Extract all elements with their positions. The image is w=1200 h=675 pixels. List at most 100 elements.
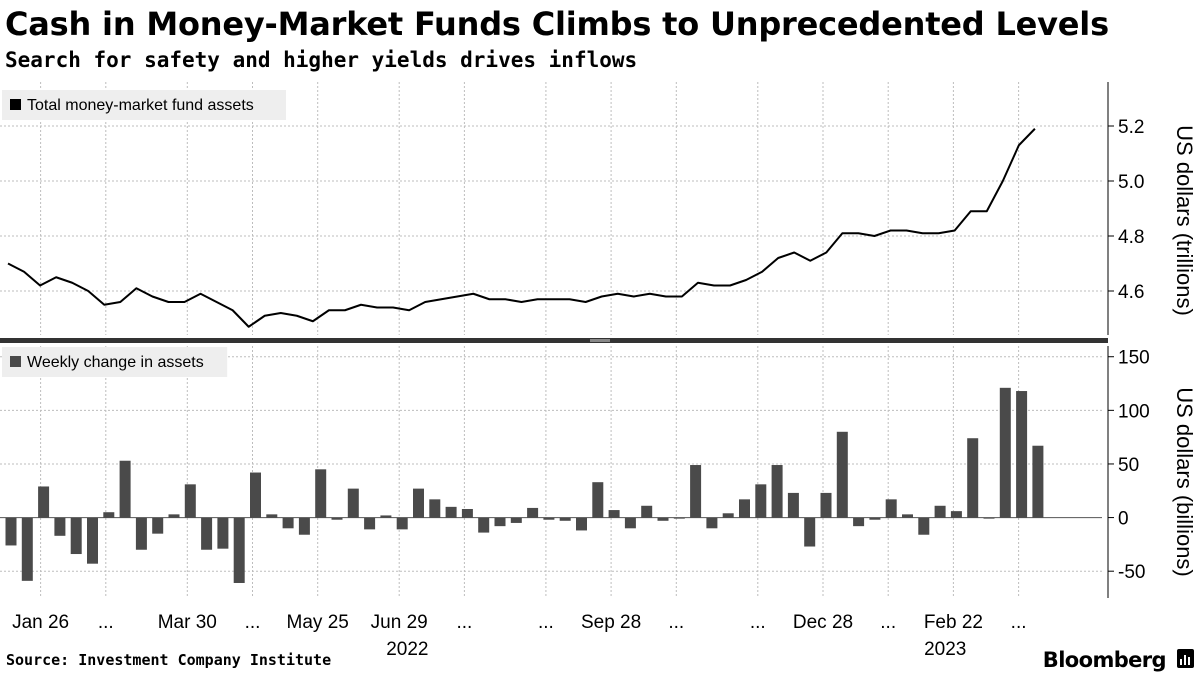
bar	[461, 508, 473, 518]
bar	[706, 517, 718, 529]
bar	[527, 507, 539, 518]
bar	[673, 517, 685, 519]
bar	[445, 506, 457, 518]
bar	[1032, 445, 1044, 518]
x-year-label: 2023	[924, 639, 966, 660]
bar	[771, 465, 783, 518]
bar	[510, 517, 522, 523]
bar	[87, 517, 98, 564]
x-tick-label: ...	[98, 612, 114, 633]
legend-bottom: Weekly change in assets	[2, 347, 228, 377]
bar	[950, 511, 962, 518]
bar	[787, 492, 799, 518]
bar	[298, 517, 310, 535]
bar	[592, 482, 604, 518]
bar	[184, 484, 196, 518]
source-note: Source: Investment Company Institute	[6, 651, 332, 669]
y-tick-label: 4.8	[1118, 227, 1144, 248]
bar	[250, 472, 261, 518]
legend-swatch	[10, 356, 21, 367]
x-tick-label: ...	[668, 612, 684, 633]
chart-subtitle: Search for safety and higher yields driv…	[5, 48, 638, 72]
legend-swatch	[10, 99, 21, 110]
bar	[967, 438, 979, 518]
x-tick-label: Mar 30	[158, 612, 217, 633]
bar	[836, 431, 848, 518]
bar	[380, 515, 392, 518]
bar	[608, 510, 620, 518]
bar	[543, 517, 555, 520]
bar	[396, 517, 408, 530]
bar	[331, 517, 343, 520]
x-tick-label: Feb 22	[924, 612, 983, 633]
x-tick-label: Dec 28	[793, 612, 853, 633]
bar	[478, 517, 490, 533]
y-tick-label: 100	[1118, 401, 1150, 422]
x-tick-label: ...	[538, 612, 554, 633]
bar	[853, 517, 865, 527]
x-tick-label: ...	[245, 612, 261, 633]
x-tick-label: May 25	[287, 612, 349, 633]
bar	[233, 517, 245, 583]
bar	[152, 517, 164, 534]
y-tick-label: 4.6	[1118, 282, 1144, 303]
legend-box	[2, 90, 286, 120]
bar	[282, 517, 294, 529]
x-tick-label: Jun 29	[371, 612, 428, 633]
bar	[1016, 391, 1028, 518]
bar	[755, 484, 767, 518]
bar	[103, 512, 115, 518]
bar	[869, 517, 881, 520]
bar	[576, 517, 587, 531]
y-tick-label: 5.2	[1118, 117, 1144, 138]
y-axis-title-top: US dollars (trillions)	[1172, 125, 1197, 316]
y-axis-title-bottom: US dollars (billions)	[1172, 387, 1197, 577]
bar	[918, 517, 930, 535]
y-tick-label: 150	[1118, 348, 1150, 369]
bar	[999, 387, 1011, 518]
bar	[494, 517, 506, 527]
bar	[429, 499, 441, 518]
legend-top: Total money-market fund assets	[2, 90, 286, 120]
bar	[54, 517, 66, 536]
bar	[804, 517, 816, 547]
y-tick-label: -50	[1118, 562, 1145, 583]
bar	[624, 517, 636, 529]
x-tick-label: ...	[750, 612, 766, 633]
bar	[902, 514, 913, 518]
bar	[21, 517, 33, 581]
y-tick-label: 50	[1118, 455, 1139, 476]
bar	[38, 486, 50, 518]
bar	[641, 505, 653, 518]
x-tick-label: Jan 26	[12, 612, 69, 633]
x-tick-label: ...	[1011, 612, 1027, 633]
bar	[820, 492, 832, 518]
x-tick-label: ...	[880, 612, 896, 633]
bar	[559, 517, 571, 521]
bar-chart-icon	[1177, 649, 1194, 668]
x-tick-label: ...	[456, 612, 472, 633]
bar	[266, 514, 278, 518]
bar	[983, 517, 995, 519]
bar	[413, 488, 424, 518]
line-series	[7, 128, 1036, 328]
brand-logo: Bloomberg	[1042, 648, 1167, 672]
y-tick-label: 5.0	[1118, 172, 1144, 193]
bar	[364, 517, 376, 530]
bar	[347, 488, 359, 518]
bar	[201, 517, 213, 550]
bar	[657, 517, 669, 521]
bar	[690, 465, 702, 518]
legend-label: Weekly change in assets	[27, 354, 204, 371]
y-tick-label: 0	[1118, 509, 1129, 530]
bar	[217, 517, 229, 549]
x-year-label: 2022	[386, 639, 428, 660]
bar	[168, 514, 180, 518]
bar	[722, 513, 734, 518]
bar	[5, 517, 17, 546]
bar	[934, 505, 946, 518]
bar	[119, 460, 131, 518]
legend-box	[2, 347, 228, 377]
bar	[315, 469, 327, 518]
